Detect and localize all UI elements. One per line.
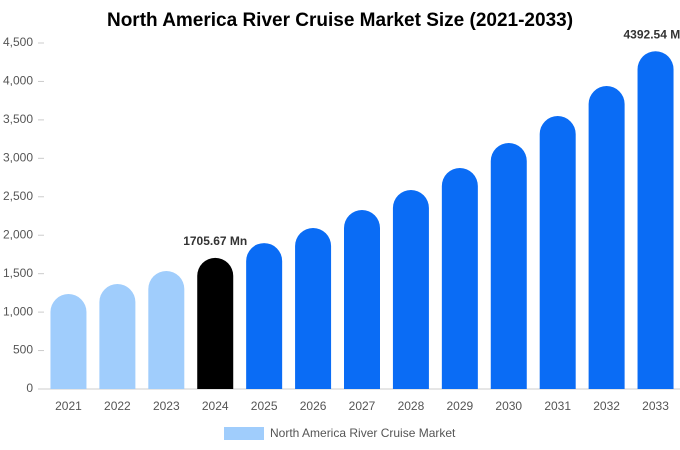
bar	[50, 294, 87, 389]
bar	[490, 143, 527, 389]
y-tick-label: 4,500	[3, 35, 33, 49]
bar	[246, 243, 283, 389]
bar	[392, 190, 429, 389]
bar	[539, 116, 576, 390]
x-tick-label: 2028	[398, 399, 425, 413]
bar	[148, 270, 185, 389]
value-label: 4392.54 Mn	[624, 27, 680, 41]
bar	[637, 51, 674, 389]
bar	[295, 227, 332, 389]
y-tick-label: 3,500	[3, 112, 33, 126]
bar	[99, 284, 136, 389]
bar	[344, 210, 380, 389]
x-tick-label: 2025	[251, 399, 278, 413]
y-tick-label: 500	[13, 343, 33, 357]
y-tick-label: 4,000	[3, 74, 33, 88]
value-label: 1705.67 Mn	[183, 234, 247, 248]
bar	[197, 257, 234, 389]
bar	[441, 168, 478, 389]
chart-title: North America River Cruise Market Size (…	[107, 10, 573, 31]
x-tick-label: 2024	[202, 399, 229, 413]
x-tick-label: 2032	[593, 399, 620, 413]
x-tick-label: 2021	[55, 399, 82, 413]
y-tick-label: 2,000	[3, 227, 33, 241]
y-tick-label: 0	[26, 381, 33, 395]
y-tick-label: 3,000	[3, 151, 33, 165]
y-tick-label: 1,000	[3, 304, 33, 318]
x-tick-label: 2023	[153, 399, 180, 413]
x-tick-label: 2022	[104, 399, 131, 413]
legend-swatch	[224, 427, 264, 440]
x-tick-label: 2027	[349, 399, 376, 413]
x-tick-label: 2030	[495, 399, 522, 413]
x-tick-label: 2029	[446, 399, 473, 413]
y-tick-label: 2,500	[3, 189, 33, 203]
x-tick-label: 2033	[642, 399, 669, 413]
x-tick-label: 2026	[300, 399, 327, 413]
x-tick-label: 2031	[544, 399, 571, 413]
legend-label: North America River Cruise Market	[270, 426, 456, 440]
bar	[588, 86, 625, 390]
y-tick-label: 1,500	[3, 266, 33, 280]
